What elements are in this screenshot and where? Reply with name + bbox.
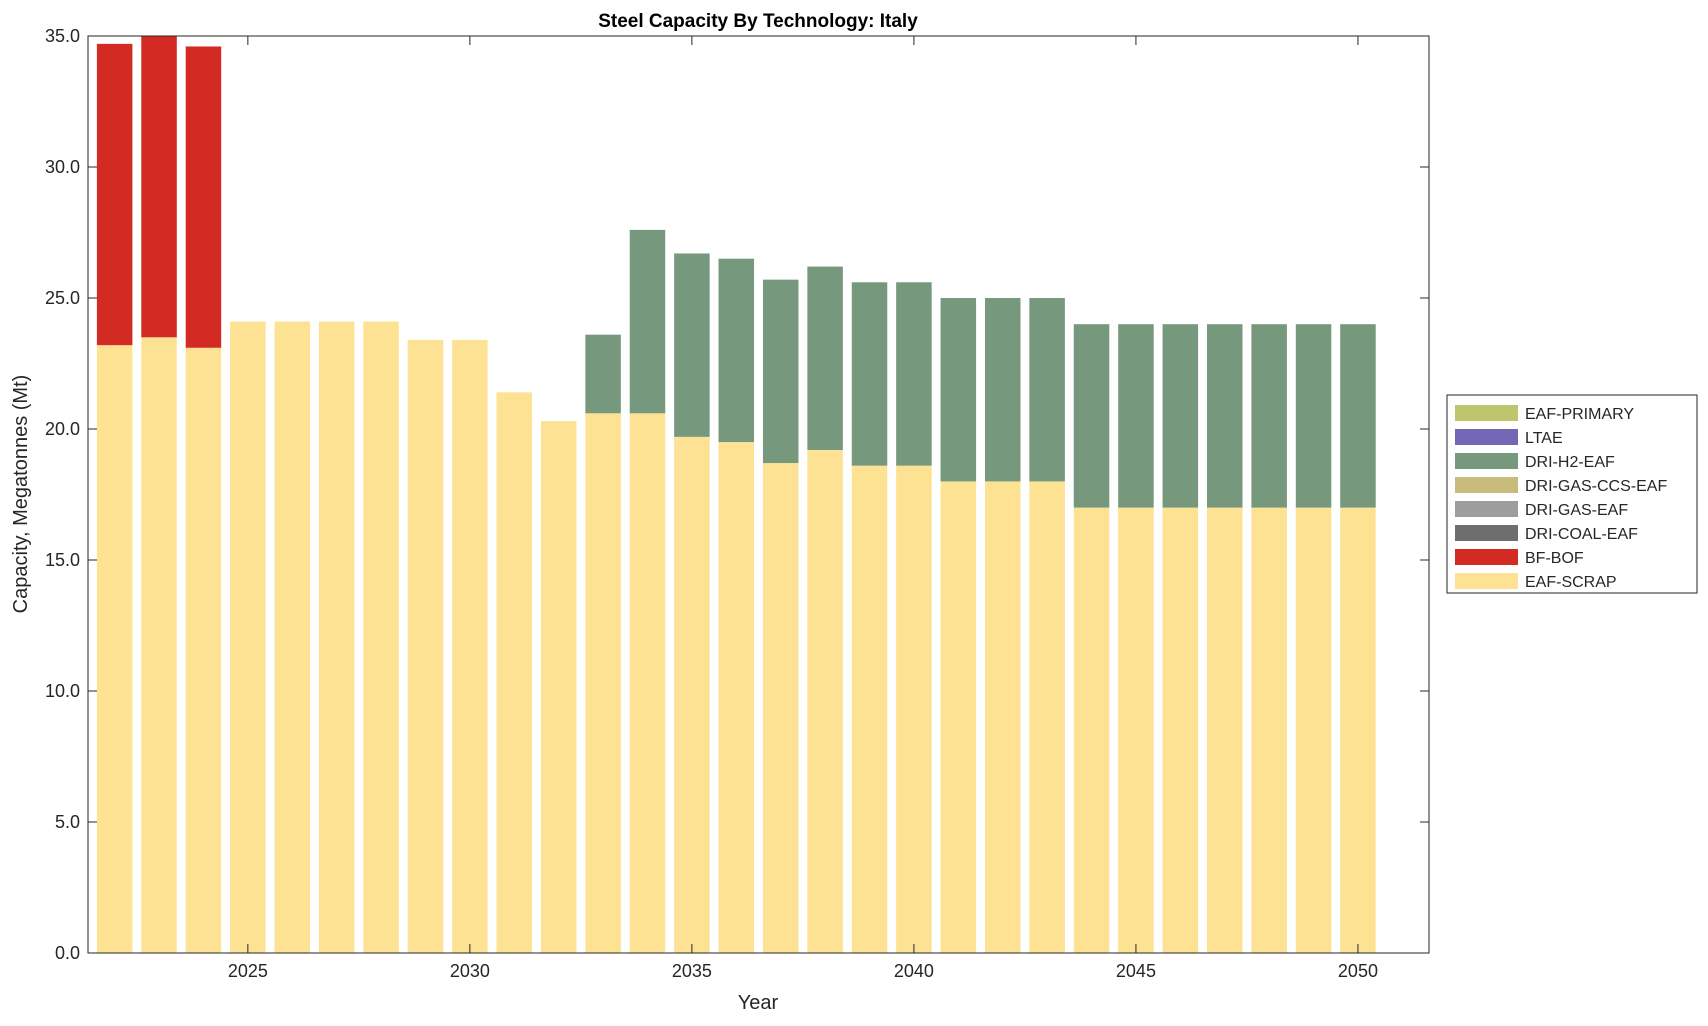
legend-label: EAF-SCRAP	[1525, 574, 1617, 591]
bar-eaf-scrap-2039	[851, 465, 888, 953]
bar-dri-h2-eaf-2039	[851, 282, 888, 466]
bar-eaf-scrap-2041	[940, 481, 977, 953]
y-tick-label: 5.0	[55, 812, 80, 832]
legend-swatch-dri-h2-eaf	[1455, 453, 1518, 469]
x-axis-label: Year	[738, 992, 779, 1014]
legend-swatch-eaf-scrap	[1455, 573, 1518, 589]
legend-swatch-dri-gas-ccs-eaf	[1455, 477, 1518, 493]
bar-dri-h2-eaf-2044	[1073, 324, 1110, 508]
bar-eaf-scrap-2044	[1073, 507, 1110, 953]
bar-bf-bof-2023	[141, 36, 177, 338]
bar-eaf-scrap-2028	[363, 321, 399, 954]
bar-eaf-scrap-2047	[1206, 507, 1243, 953]
legend-label: BF-BOF	[1525, 550, 1584, 567]
bar-dri-h2-eaf-2049	[1295, 324, 1332, 508]
x-tick-label: 2040	[894, 961, 934, 981]
bar-dri-h2-eaf-2042	[984, 298, 1021, 482]
bar-eaf-scrap-2032	[540, 421, 577, 953]
plot-frame	[87, 35, 1430, 954]
bar-dri-h2-eaf-2048	[1251, 324, 1287, 508]
bar-eaf-scrap-2023	[141, 337, 177, 953]
legend-label: DRI-H2-EAF	[1525, 454, 1615, 471]
x-tick-label: 2035	[672, 961, 712, 981]
legend-swatch-eaf-primary	[1455, 405, 1518, 421]
bars-group	[96, 36, 1376, 954]
bar-eaf-scrap-2026	[274, 321, 311, 954]
axes-group: 0.0 5.0 10.0 15.0 20.0 25.0 30.0 35.0 2025 2030 20…	[45, 26, 1429, 981]
legend: EAF-PRIMARY LTAE DRI-H2-EAF DRI-GAS-CCS-EAF…	[1446, 394, 1698, 594]
bar-bf-bof-2022	[96, 43, 133, 346]
bar-eaf-scrap-2040	[896, 465, 932, 953]
bar-eaf-scrap-2050	[1340, 507, 1376, 953]
bar-eaf-scrap-2030	[452, 339, 488, 953]
legend-label: DRI-GAS-EAF	[1525, 502, 1628, 519]
bar-eaf-scrap-2037	[762, 463, 799, 953]
y-tick-label: 30.0	[45, 157, 80, 177]
bar-dri-h2-eaf-2035	[674, 253, 710, 437]
x-tick-label: 2050	[1338, 961, 1378, 981]
y-tick-label: 15.0	[45, 550, 80, 570]
bar-eaf-scrap-2027	[318, 321, 355, 954]
legend-label: LTAE	[1525, 430, 1563, 447]
bar-eaf-scrap-2029	[407, 339, 444, 953]
bar-eaf-scrap-2036	[718, 442, 755, 953]
y-tick-label: 20.0	[45, 419, 80, 439]
legend-swatch-dri-coal-eaf	[1455, 525, 1518, 541]
bar-dri-h2-eaf-2040	[896, 282, 932, 466]
bar-eaf-scrap-2042	[984, 481, 1021, 953]
y-tick-label: 10.0	[45, 681, 80, 701]
bar-eaf-scrap-2045	[1118, 507, 1154, 953]
bar-eaf-scrap-2033	[585, 413, 621, 953]
y-tick-label: 0.0	[55, 943, 80, 963]
bar-eaf-scrap-2024	[185, 347, 222, 953]
bar-dri-h2-eaf-2038	[807, 266, 843, 450]
legend-label: DRI-GAS-CCS-EAF	[1525, 478, 1667, 495]
bar-dri-h2-eaf-2041	[940, 298, 977, 482]
y-tick-label: 35.0	[45, 26, 80, 46]
bar-dri-h2-eaf-2046	[1162, 324, 1199, 508]
bar-eaf-scrap-2031	[496, 392, 533, 953]
bar-dri-h2-eaf-2033	[585, 334, 621, 414]
bar-eaf-scrap-2043	[1029, 481, 1065, 953]
bar-eaf-scrap-2025	[230, 321, 266, 954]
bar-eaf-scrap-2038	[807, 449, 843, 953]
bar-eaf-scrap-2034	[629, 413, 666, 953]
legend-swatch-dri-gas-eaf	[1455, 501, 1518, 517]
legend-swatch-bf-bof	[1455, 549, 1518, 565]
bar-eaf-scrap-2049	[1295, 507, 1332, 953]
bar-eaf-scrap-2035	[674, 436, 710, 953]
bar-eaf-scrap-2048	[1251, 507, 1287, 953]
bar-eaf-scrap-2022	[96, 345, 133, 953]
bar-dri-h2-eaf-2050	[1340, 324, 1376, 508]
bar-dri-h2-eaf-2034	[629, 229, 666, 414]
legend-swatch-ltae	[1455, 429, 1518, 445]
bar-dri-h2-eaf-2047	[1206, 324, 1243, 508]
x-tick-label: 2045	[1116, 961, 1156, 981]
bar-bf-bof-2024	[185, 46, 222, 348]
y-tick-label: 25.0	[45, 288, 80, 308]
legend-label: DRI-COAL-EAF	[1525, 526, 1638, 543]
legend-label: EAF-PRIMARY	[1525, 406, 1634, 423]
x-tick-label: 2030	[450, 961, 490, 981]
bar-dri-h2-eaf-2036	[718, 258, 755, 443]
bar-dri-h2-eaf-2037	[762, 279, 799, 464]
chart-title: Steel Capacity By Technology: Italy	[598, 11, 918, 32]
x-tick-label: 2025	[228, 961, 268, 981]
bar-dri-h2-eaf-2045	[1118, 324, 1154, 508]
y-axis-label: Capacity, Megatonnes (Mt)	[10, 375, 32, 614]
bar-eaf-scrap-2046	[1162, 507, 1199, 953]
bar-dri-h2-eaf-2043	[1029, 298, 1065, 482]
